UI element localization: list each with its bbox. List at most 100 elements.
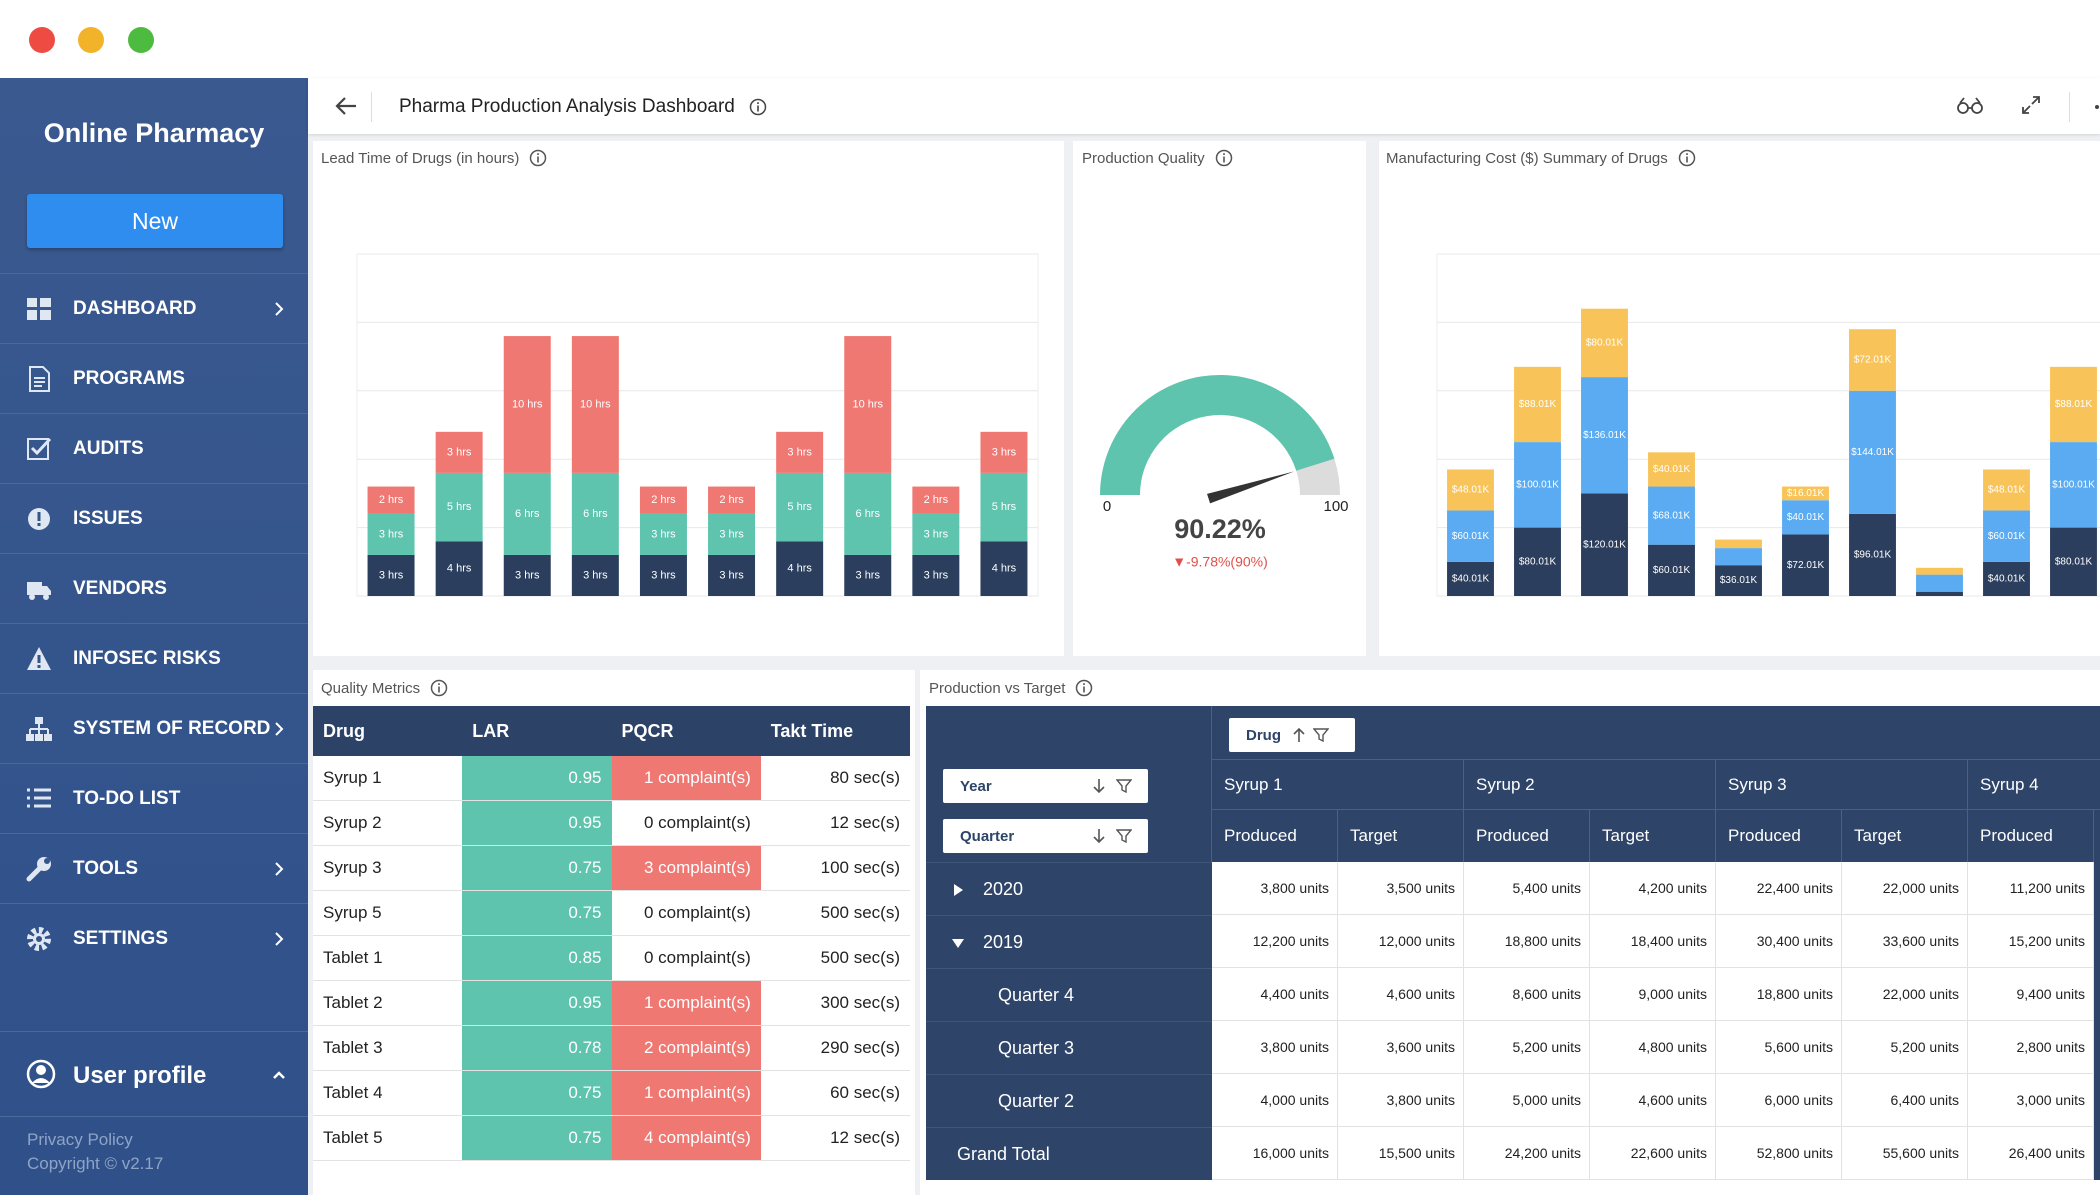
column-header: Takt Time [760, 706, 910, 756]
pivot-cell: 4,600 units [1338, 968, 1464, 1021]
table-cell: Tablet 3 [313, 1025, 463, 1071]
table-cell: 1 complaint(s) [611, 980, 761, 1026]
expander[interactable] [951, 883, 965, 897]
info-icon[interactable] [1215, 149, 1233, 167]
filter-icon[interactable] [1313, 727, 1329, 743]
sort-icon[interactable] [1091, 828, 1107, 844]
row-header: Quarter 4 [926, 968, 1212, 1021]
menu-item[interactable]: SYSTEM OF RECORD [0, 693, 308, 763]
menu-item[interactable]: PROGRAMS [0, 343, 308, 413]
quarter-field[interactable]: Quarter [943, 819, 1148, 853]
menu-item[interactable]: DASHBOARD [0, 273, 308, 343]
maximize-button[interactable] [128, 27, 154, 53]
table-cell: 0.75 [462, 845, 612, 891]
table-cell: 80 sec(s) [760, 756, 910, 801]
pivot-cell: 4,600 units [1590, 1074, 1716, 1127]
back-button[interactable] [332, 91, 362, 121]
measure-header: Produced [1212, 810, 1338, 862]
menu-item[interactable]: AUDITS [0, 413, 308, 483]
row-header: Quarter 3 [926, 1021, 1212, 1074]
panel-title-row: Production vs Target [929, 679, 1093, 697]
menu-label: VENDORS [73, 577, 167, 599]
privacy-link[interactable]: Privacy Policy [27, 1130, 133, 1149]
drug-header: Syrup 2 [1464, 760, 1716, 810]
table-cell: 0.75 [462, 1070, 612, 1116]
panel-title: Quality Metrics [321, 679, 421, 697]
row-label: Quarter 4 [998, 984, 1075, 1005]
table-cell: Tablet 5 [313, 1115, 463, 1161]
filter-icon[interactable] [1116, 828, 1132, 844]
menu-item[interactable]: VENDORS [0, 553, 308, 623]
panel-title: Production vs Target [929, 679, 1066, 697]
copyright: Copyright © v2.17 [27, 1154, 164, 1173]
menu-item[interactable]: SETTINGS [0, 903, 308, 973]
info-icon[interactable] [430, 679, 448, 697]
row-header: Grand Total [926, 1127, 1212, 1180]
menu-label: AUDITS [73, 437, 144, 459]
column-header: Drug [313, 706, 463, 756]
table-cell: 0.95 [462, 980, 612, 1026]
pivot-cell: 22,400 units [1716, 862, 1842, 915]
menu-item[interactable]: ISSUES [0, 483, 308, 553]
sort-icon[interactable] [1291, 727, 1307, 743]
menu: DASHBOARD PROGRAMS AUDITS ISSUES VENDORS… [0, 273, 308, 973]
year-field[interactable]: Year [943, 769, 1148, 803]
expander[interactable] [951, 936, 965, 950]
new-button[interactable]: New [27, 194, 283, 248]
icon [27, 647, 51, 670]
table-cell: 0.95 [462, 756, 612, 801]
view-icon[interactable] [1957, 96, 1983, 116]
icon [27, 298, 51, 320]
pivot-cell: 22,000 units [1842, 968, 1968, 1021]
info-icon[interactable] [749, 98, 767, 116]
icon [29, 366, 50, 392]
row-header: 2019 [926, 915, 1212, 968]
filter-icon[interactable] [1116, 778, 1132, 794]
pivot-cell: 3,500 units [1338, 862, 1464, 915]
menu-item[interactable]: INFOSEC RISKS [0, 623, 308, 693]
field-label: Quarter [960, 827, 1015, 845]
pivot-cell: 3,800 units [1212, 1021, 1338, 1074]
user-profile[interactable]: User profile [0, 1031, 308, 1117]
sort-icon[interactable] [1091, 778, 1107, 794]
separator [371, 92, 372, 122]
pivot-cell: 2,800 units [1968, 1021, 2094, 1074]
icon [27, 437, 52, 460]
menu-label: TO-DO LIST [73, 787, 181, 809]
pivot-cell: 12,000 units [1338, 915, 1464, 968]
table-cell: 100 sec(s) [760, 845, 910, 891]
panel-title-row: Manufacturing Cost ($) Summary of Drugs [1386, 149, 1696, 167]
drug-header: Syrup 4 [1968, 760, 2100, 810]
icon [27, 582, 51, 600]
panel-title-row: Lead Time of Drugs (in hours) [321, 149, 547, 167]
table-cell: 0 complaint(s) [611, 935, 761, 981]
column-header: PQCR [611, 706, 761, 756]
field-label: Drug [1246, 726, 1281, 744]
info-icon[interactable] [1075, 679, 1093, 697]
info-icon[interactable] [529, 149, 547, 167]
menu-item[interactable]: TO-DO LIST [0, 763, 308, 833]
drug-field[interactable]: Drug [1229, 718, 1355, 752]
more-icon[interactable] [2092, 102, 2100, 112]
pivot-cell: 15,500 units [1338, 1127, 1464, 1180]
measure-header: Produced [1968, 810, 2094, 862]
table-cell: Tablet 2 [313, 980, 463, 1026]
minimize-button[interactable] [78, 27, 104, 53]
pivot-cell: 24,200 units [1464, 1127, 1590, 1180]
row-label: Quarter 2 [998, 1090, 1075, 1111]
column-header-area [1212, 706, 2100, 760]
drug-header: Syrup 1 [1212, 760, 1464, 810]
separator [2069, 92, 2070, 122]
row-label: Grand Total [957, 1143, 1050, 1164]
close-button[interactable] [29, 27, 55, 53]
header-title-row: Pharma Production Analysis Dashboard [399, 96, 767, 118]
fullscreen-icon[interactable] [2021, 95, 2041, 115]
menu-label: ISSUES [73, 507, 143, 529]
table-cell: 300 sec(s) [760, 980, 910, 1026]
table-cell: 0.75 [462, 1115, 612, 1161]
table-cell: 0.75 [462, 890, 612, 936]
menu-item[interactable]: TOOLS [0, 833, 308, 903]
table-cell: Tablet 4 [313, 1070, 463, 1116]
info-icon[interactable] [1678, 149, 1696, 167]
